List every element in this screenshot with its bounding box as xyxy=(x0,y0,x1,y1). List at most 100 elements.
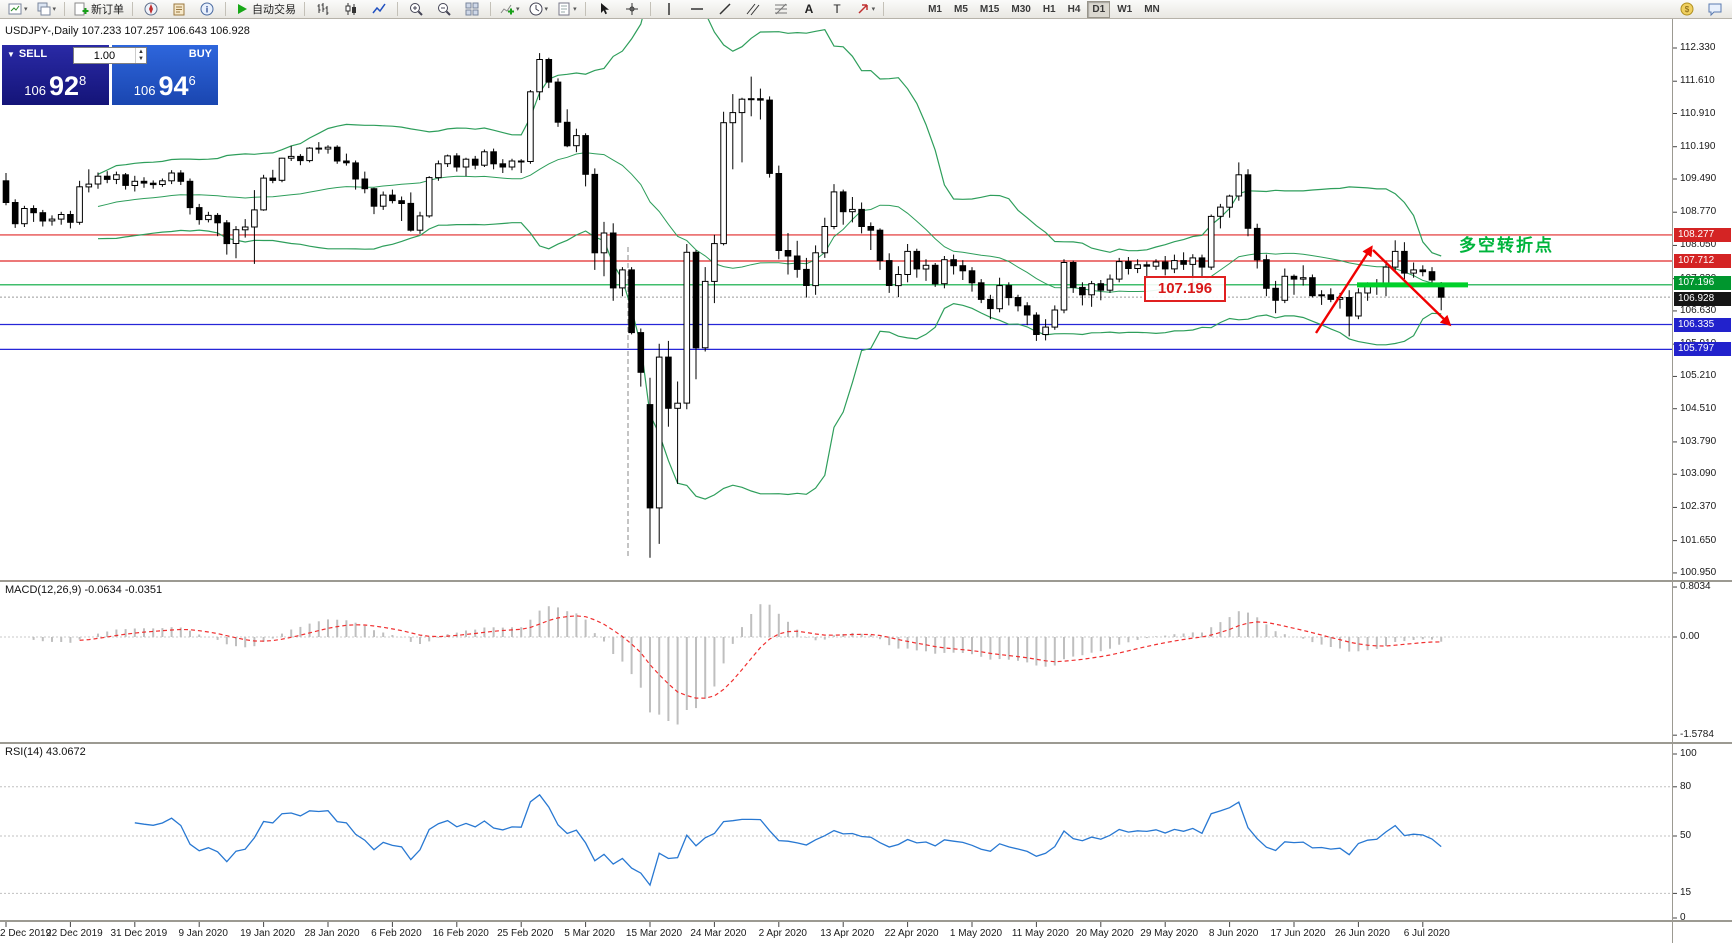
price-axis-label: 103.090 xyxy=(1680,468,1717,480)
buy-price-big-figure: 106 xyxy=(133,83,156,98)
horizontal-line-button[interactable] xyxy=(684,0,710,19)
timeframe-m30-button[interactable]: M30 xyxy=(1011,3,1031,15)
trend-arrows[interactable] xyxy=(1314,245,1452,334)
buy-price-pips: 94 xyxy=(158,71,189,101)
bar-chart-button[interactable] xyxy=(310,0,336,19)
pane-splitter[interactable] xyxy=(0,742,1732,744)
price-axis-label: 102.370 xyxy=(1680,501,1717,513)
bollinger-bands xyxy=(97,0,1442,500)
new-chart-button[interactable]: ▾ xyxy=(4,0,31,19)
pane-splitter[interactable] xyxy=(0,580,1732,582)
chart-profiles-button[interactable]: ▾ xyxy=(33,0,60,19)
price-axis-label: 105.210 xyxy=(1680,370,1717,382)
toolbar-separator xyxy=(584,2,586,16)
channel-button[interactable] xyxy=(740,0,766,19)
periods-icon xyxy=(529,2,543,16)
toolbar-separator xyxy=(397,2,399,16)
macd-axis-label: 0.8034 xyxy=(1680,581,1711,593)
timeframe-mn-button[interactable]: MN xyxy=(1144,3,1160,15)
date-axis-label: 17 Jun 2020 xyxy=(1270,928,1326,939)
price-scale-tag: 105.797 xyxy=(1674,342,1731,356)
date-axis-label: 16 Feb 2020 xyxy=(432,928,489,939)
rsi-axis-label: 100 xyxy=(1680,748,1697,759)
indicators-button[interactable]: ▾ xyxy=(496,0,523,19)
time-scale-separator xyxy=(0,920,1732,922)
turning-point-label: 多空转折点 xyxy=(1459,236,1554,255)
rsi-indicator-label: RSI(14) 43.0672 xyxy=(5,746,86,758)
rsi-axis-label: 0 xyxy=(1680,912,1686,923)
macd-layer xyxy=(0,604,1672,725)
horizontal-line-icon xyxy=(690,8,703,10)
chart-profiles-icon xyxy=(37,2,51,16)
info-button[interactable]: i xyxy=(194,0,220,19)
date-axis-label: 11 May 2020 xyxy=(1011,928,1069,939)
new-order-button[interactable]: 新订单 xyxy=(70,0,127,19)
dropdown-caret-icon: ▾ xyxy=(24,6,28,13)
rsi-axis-label: 80 xyxy=(1680,780,1692,792)
fibonacci-button[interactable] xyxy=(768,0,794,19)
price-axis-label: 110.190 xyxy=(1680,140,1716,152)
toolbar-separator xyxy=(304,2,306,16)
timeframe-toolbar: M1 M5 M15 M30 H1 H4 D1 W1 MN xyxy=(922,0,1166,18)
compass-button[interactable] xyxy=(138,0,164,19)
price-axis-label: 112.330 xyxy=(1680,42,1716,53)
price-annotation-box[interactable]: 107.196 xyxy=(1144,276,1226,302)
timeframe-d1-button[interactable]: D1 xyxy=(1087,0,1111,18)
arrows-button[interactable]: ▾ xyxy=(852,0,879,19)
date-axis-label: 25 Feb 2020 xyxy=(497,928,554,939)
svg-text:A: A xyxy=(804,2,813,16)
market-button[interactable] xyxy=(166,0,192,19)
macd-axis-label: 0.00 xyxy=(1680,631,1700,642)
timeframe-h4-button[interactable]: H4 xyxy=(1067,3,1081,15)
periods-button[interactable]: ▾ xyxy=(525,0,552,19)
date-axis-label: 28 Jan 2020 xyxy=(304,928,360,939)
collapse-panel-icon[interactable]: ▼ xyxy=(7,50,15,59)
svg-text:$: $ xyxy=(1685,5,1690,14)
timeframe-m1-button[interactable]: M1 xyxy=(928,3,942,15)
date-axis-label: 22 Dec 2019 xyxy=(46,928,103,939)
new-order-label: 新订单 xyxy=(91,4,125,16)
dropdown-caret-icon: ▾ xyxy=(516,6,520,13)
date-axis-label: 29 May 2020 xyxy=(1140,928,1199,939)
crosshair-button[interactable] xyxy=(619,0,645,19)
candlestick-chart-button[interactable] xyxy=(338,0,364,19)
timeframe-m5-button[interactable]: M5 xyxy=(954,3,968,15)
templates-button[interactable]: ▾ xyxy=(553,0,580,19)
price-axis-label: 100.950 xyxy=(1680,566,1717,578)
text-button[interactable]: A xyxy=(796,0,822,19)
timeframe-h1-button[interactable]: H1 xyxy=(1042,3,1056,15)
new-chart-icon xyxy=(8,3,22,15)
arrows-icon xyxy=(858,4,868,14)
timeframe-m15-button[interactable]: M15 xyxy=(979,3,1000,15)
zoom-out-button[interactable] xyxy=(431,0,457,19)
macd-indicator-label: MACD(12,26,9) -0.0634 -0.0351 xyxy=(5,584,163,596)
volume-down-button[interactable]: ▼ xyxy=(137,55,144,62)
date-axis-label: 15 Mar 2020 xyxy=(625,928,683,939)
horizontal-lines-layer[interactable] xyxy=(0,234,1672,350)
text-label-button[interactable]: T xyxy=(824,0,850,19)
zoom-in-button[interactable] xyxy=(403,0,429,19)
trendline-button[interactable] xyxy=(712,0,738,19)
autotrading-button[interactable]: 自动交易 xyxy=(231,0,299,19)
price-axis-label: 101.650 xyxy=(1680,534,1717,546)
timeframe-w1-button[interactable]: W1 xyxy=(1117,3,1133,15)
toolbar-separator xyxy=(649,2,651,16)
tile-windows-button[interactable] xyxy=(459,0,485,19)
volume-up-button[interactable]: ▲ xyxy=(137,48,144,55)
price-axis-label: 104.510 xyxy=(1680,402,1717,414)
vertical-line-button[interactable] xyxy=(656,0,682,19)
volume-input[interactable] xyxy=(74,48,135,63)
date-axis-label: 19 Jan 2020 xyxy=(240,928,296,939)
candles-layer xyxy=(2,53,1445,558)
text-icon: A xyxy=(804,2,813,16)
coin-button[interactable]: $ xyxy=(1674,0,1700,19)
chat-button[interactable] xyxy=(1702,0,1728,19)
price-scale-separator xyxy=(1672,19,1673,943)
cursor-button[interactable] xyxy=(591,0,617,19)
price-scale-tag: 107.196 xyxy=(1674,276,1731,290)
date-axis-label: 2 Dec 2019 xyxy=(0,928,52,939)
price-axis-label: 109.490 xyxy=(1680,173,1717,184)
line-chart-button[interactable] xyxy=(366,0,392,19)
